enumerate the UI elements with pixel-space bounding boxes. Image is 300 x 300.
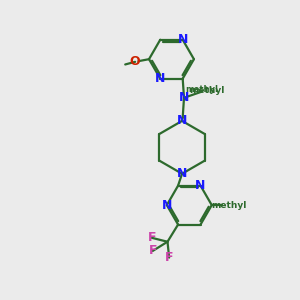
Text: N: N: [179, 91, 189, 104]
Text: methyl: methyl: [189, 86, 224, 95]
Text: N: N: [177, 167, 187, 180]
Text: N: N: [178, 33, 188, 46]
Text: N: N: [177, 114, 187, 128]
Text: O: O: [130, 55, 140, 68]
Text: methyl: methyl: [211, 201, 247, 210]
Text: N: N: [162, 199, 172, 212]
Text: methyl: methyl: [185, 85, 218, 94]
Text: F: F: [147, 231, 156, 244]
Text: N: N: [195, 179, 206, 192]
Text: F: F: [165, 251, 173, 264]
Text: F: F: [148, 244, 157, 257]
Text: N: N: [155, 72, 165, 85]
